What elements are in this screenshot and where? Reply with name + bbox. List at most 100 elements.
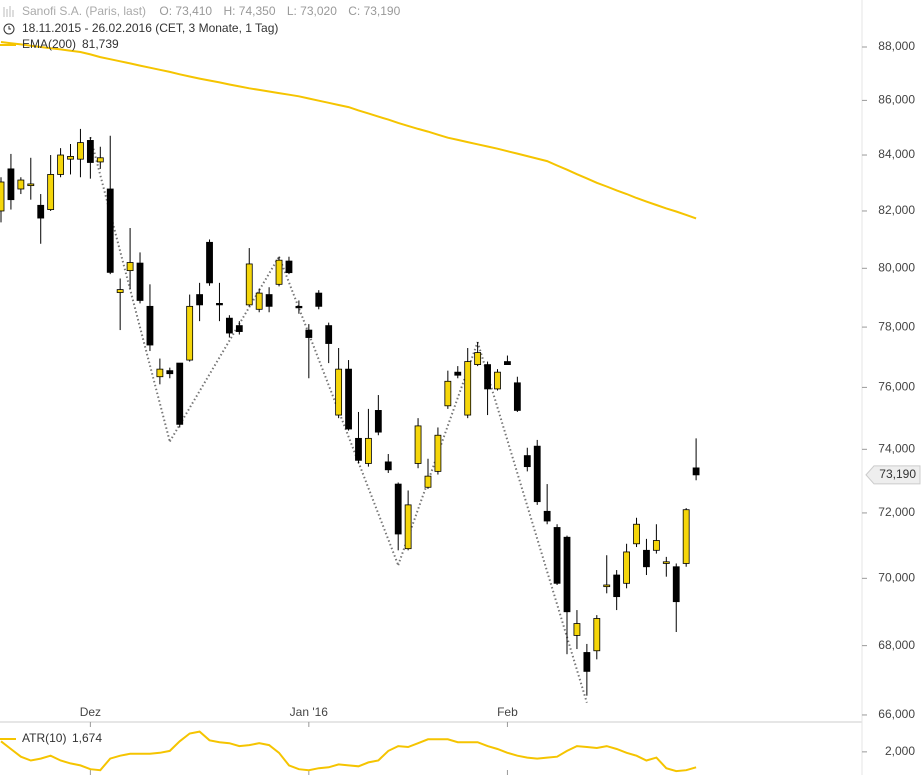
candle-body bbox=[533, 445, 541, 503]
candle-body bbox=[394, 483, 402, 535]
candle-body bbox=[295, 305, 303, 309]
candle-body bbox=[225, 317, 233, 334]
y-tick-label: 74,000 bbox=[878, 441, 915, 455]
candle-body bbox=[67, 156, 74, 160]
candle-body bbox=[384, 461, 392, 471]
candle-body bbox=[652, 540, 660, 551]
y-tick-label: 86,000 bbox=[878, 93, 915, 107]
candle-body bbox=[216, 302, 223, 306]
candle-body bbox=[553, 527, 561, 584]
candle-body bbox=[27, 183, 35, 187]
candle-body bbox=[633, 523, 640, 545]
candle-body bbox=[235, 325, 243, 332]
candle-body bbox=[86, 140, 94, 163]
candle-body bbox=[474, 352, 482, 365]
ohlc-label: L: 73,020 bbox=[287, 4, 337, 18]
legend-value: 1,674 bbox=[72, 731, 102, 745]
candle-body bbox=[513, 382, 521, 411]
last-price-box bbox=[865, 465, 921, 485]
candle-body bbox=[613, 574, 621, 598]
y-tick-label: 72,000 bbox=[878, 505, 915, 519]
candle-body bbox=[365, 437, 372, 464]
subtitle: 18.11.2015 - 26.02.2016 (CET, 3 Monate, … bbox=[22, 21, 278, 35]
candle-body bbox=[7, 168, 15, 201]
candle-body bbox=[603, 584, 611, 588]
y-tick-label: 80,000 bbox=[878, 260, 915, 274]
candle-body bbox=[186, 305, 194, 361]
atr-line bbox=[0, 730, 697, 773]
candle-body bbox=[37, 204, 45, 219]
candle-body bbox=[156, 368, 164, 378]
candle-body bbox=[593, 618, 601, 652]
candle-body bbox=[136, 262, 144, 301]
candle-body bbox=[583, 652, 591, 672]
x-tick-label: Jan '16 bbox=[290, 705, 329, 719]
candle-body bbox=[374, 410, 382, 433]
candle-body bbox=[464, 361, 472, 416]
candle-body bbox=[106, 188, 114, 273]
zigzag-segment bbox=[476, 341, 588, 703]
candle-body bbox=[17, 179, 25, 190]
candle-body bbox=[275, 259, 283, 285]
header-line: Sanofi S.A. (Paris, last) O: 73,410 H: 7… bbox=[22, 4, 401, 18]
legend-label: EMA(200) bbox=[22, 37, 76, 51]
candle-body bbox=[414, 425, 422, 464]
y-tick-label: 88,000 bbox=[878, 39, 915, 53]
candle-body bbox=[116, 289, 124, 293]
y-tick-label: 78,000 bbox=[878, 319, 915, 333]
x-tick-label: Feb bbox=[497, 705, 518, 719]
candle-body bbox=[623, 551, 630, 584]
candle-body bbox=[315, 292, 323, 307]
candle-body bbox=[196, 294, 204, 306]
last-price-label: 73,190 bbox=[879, 467, 916, 481]
candle-body bbox=[573, 623, 581, 636]
y-tick-label: 70,000 bbox=[878, 571, 915, 585]
candle-body bbox=[206, 241, 213, 284]
candle-body bbox=[543, 510, 551, 522]
candle-body bbox=[77, 142, 84, 160]
candle-body bbox=[126, 262, 134, 272]
candle-body bbox=[692, 467, 700, 476]
candle-body bbox=[96, 157, 104, 163]
candle-body bbox=[444, 380, 452, 407]
candle-body bbox=[305, 329, 313, 338]
y-tick-label: 84,000 bbox=[878, 147, 915, 161]
legend-label: ATR(10) bbox=[22, 731, 66, 745]
header-icon bbox=[3, 6, 14, 17]
candle-body bbox=[285, 260, 293, 274]
candle-body bbox=[424, 475, 432, 488]
candle-body bbox=[494, 371, 501, 390]
candle-body bbox=[484, 364, 491, 390]
chart-title: Sanofi S.A. (Paris, last) bbox=[22, 4, 146, 18]
candle-body bbox=[682, 509, 690, 564]
y-tick-label: 76,000 bbox=[878, 380, 915, 394]
candle-body bbox=[643, 549, 650, 568]
candle-body bbox=[57, 154, 64, 175]
ohlc-label: H: 74,350 bbox=[223, 4, 275, 18]
y-tick-label: 68,000 bbox=[878, 638, 915, 652]
candle-body bbox=[245, 263, 253, 306]
candle-body bbox=[265, 294, 273, 307]
candle-body bbox=[523, 455, 531, 468]
clock-icon bbox=[3, 23, 15, 35]
ema-line bbox=[0, 41, 697, 220]
y-tick-label: 66,000 bbox=[878, 707, 915, 721]
candle-body bbox=[662, 561, 670, 564]
candle-body bbox=[325, 325, 333, 344]
candle-body bbox=[146, 305, 154, 346]
candle-body bbox=[176, 362, 184, 425]
ohlc-label: O: 73,410 bbox=[159, 4, 212, 18]
candle-body bbox=[434, 434, 442, 472]
legend-value: 81,739 bbox=[82, 37, 119, 51]
candle-body bbox=[335, 368, 343, 416]
candle-body bbox=[355, 437, 362, 461]
candle-body bbox=[454, 371, 462, 376]
candle-body bbox=[563, 536, 571, 613]
y-tick-label: 82,000 bbox=[878, 203, 915, 217]
candle-body bbox=[672, 566, 680, 603]
candle-body bbox=[166, 370, 174, 375]
candle-body bbox=[47, 174, 55, 210]
candle-body bbox=[404, 504, 412, 550]
ohlc-label: C: 73,190 bbox=[348, 4, 400, 18]
